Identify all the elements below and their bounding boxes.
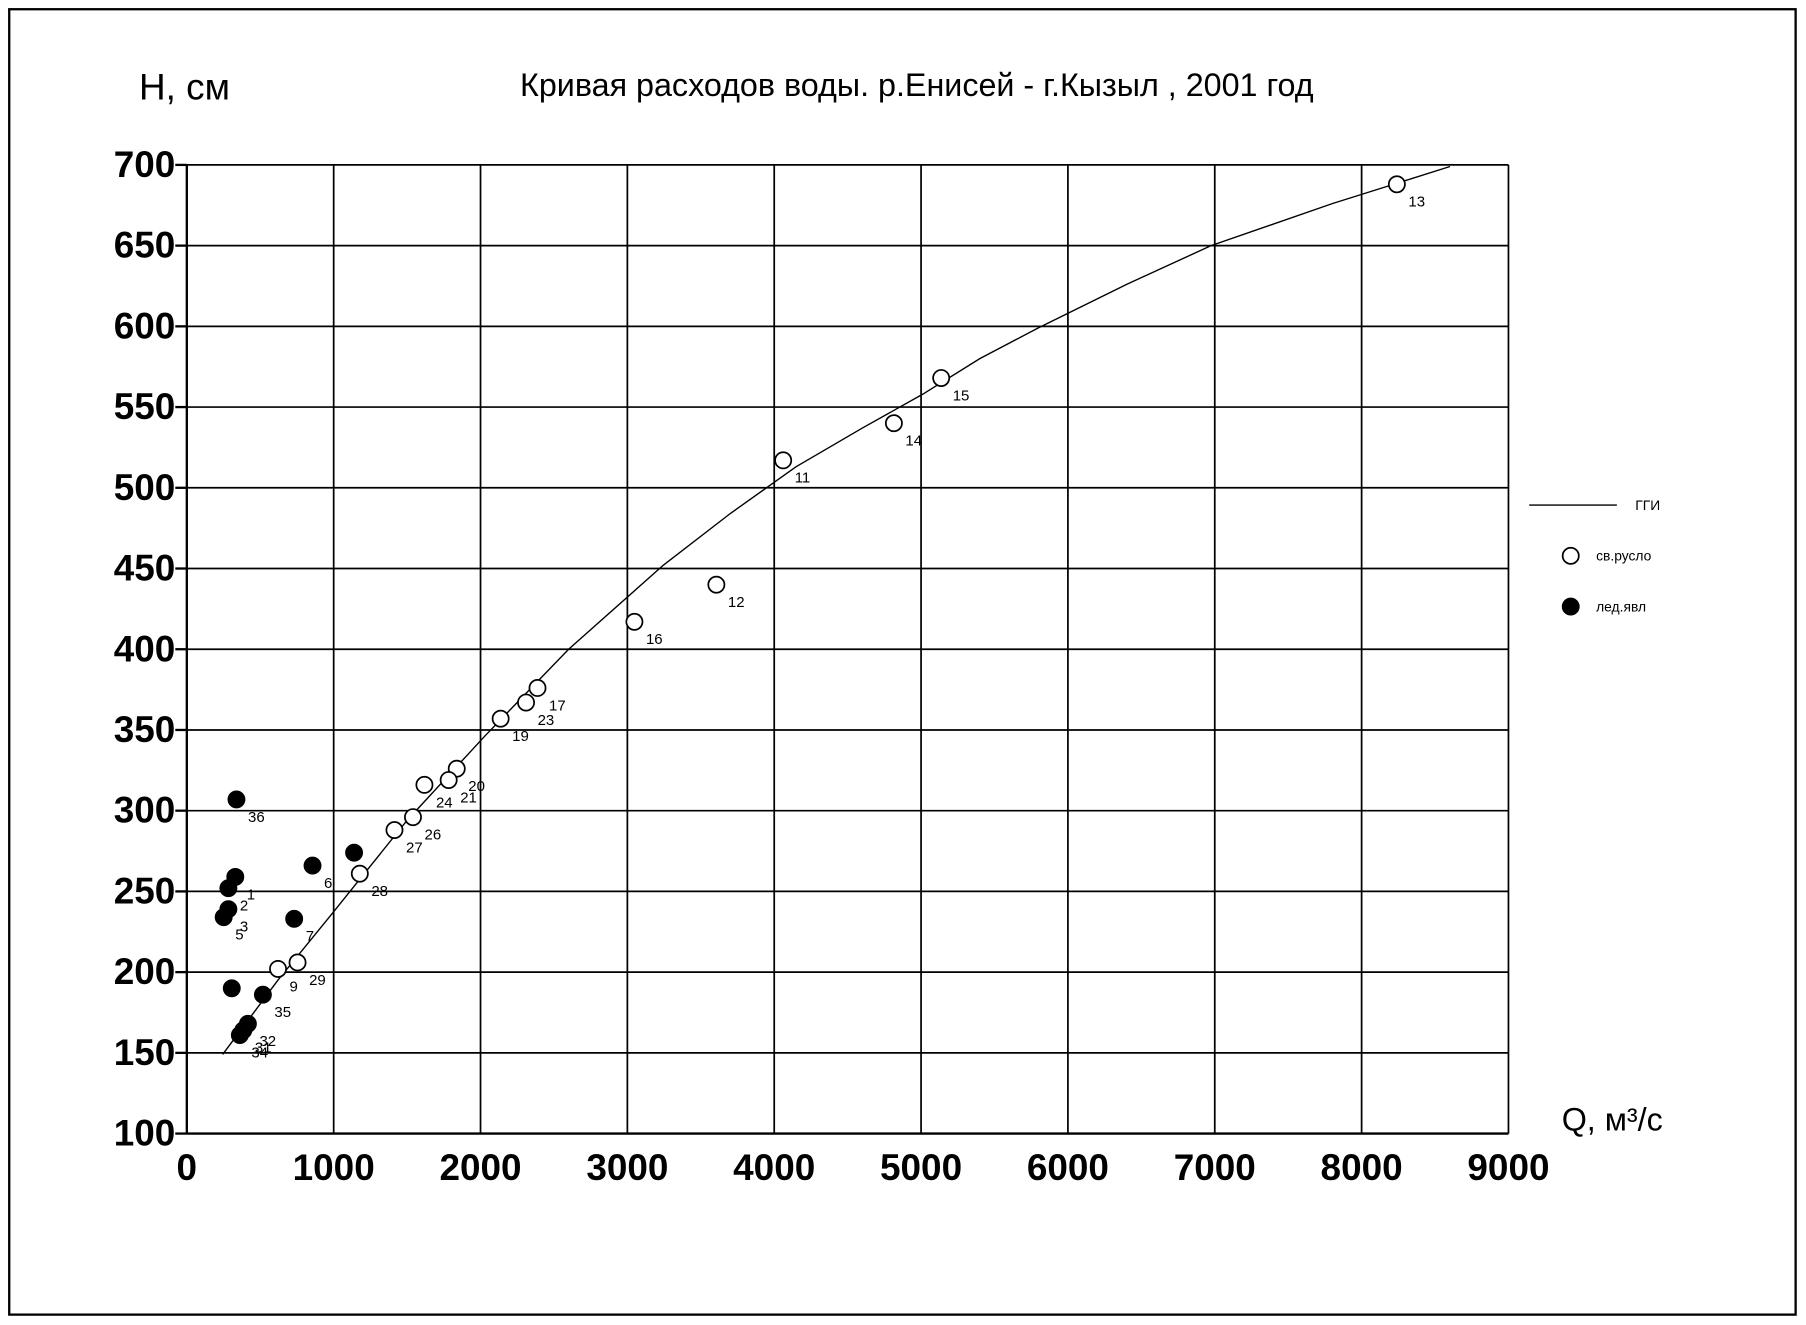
- data-point: [345, 843, 364, 862]
- point-label: 5: [235, 927, 243, 944]
- data-point: [219, 879, 238, 898]
- point-label: 34: [251, 1044, 268, 1061]
- point-label: 13: [1408, 194, 1425, 211]
- y-tick-label: 350: [114, 709, 176, 750]
- x-tick-label: 5000: [880, 1147, 962, 1188]
- legend-label: лед.явл: [1596, 598, 1646, 614]
- point-label: 1: [247, 886, 255, 903]
- point-label: 21: [460, 789, 477, 806]
- data-point: [491, 709, 510, 728]
- x-tick-label: 8000: [1321, 1147, 1403, 1188]
- x-tick-label: 4000: [733, 1147, 815, 1188]
- chart-title: Кривая расходов воды. р.Енисей - г.Кызыл…: [520, 67, 1314, 103]
- point-label: 23: [538, 712, 555, 729]
- x-tick-label: 1000: [293, 1147, 375, 1188]
- y-tick-label: 500: [114, 467, 176, 508]
- point-label: 9: [290, 978, 298, 995]
- point-label: 11: [795, 470, 811, 487]
- point-label: 17: [549, 697, 566, 714]
- point-label: 14: [905, 433, 922, 450]
- fit-curve: [222, 165, 1451, 1055]
- data-point: [404, 808, 422, 827]
- point-label: 24: [436, 794, 453, 811]
- data-point: [625, 612, 644, 631]
- y-axis-label: H, см: [139, 67, 230, 108]
- data-point: [222, 979, 241, 998]
- legend-label: св.русло: [1596, 548, 1652, 564]
- point-label: 31: [255, 1040, 272, 1057]
- data-point: [439, 771, 458, 789]
- point-label: 2: [240, 898, 248, 915]
- data-point: [350, 864, 369, 883]
- y-tick-label: 100: [114, 1113, 176, 1154]
- data-point: [415, 775, 434, 794]
- data-point: [517, 693, 535, 712]
- y-tick-label: 700: [114, 144, 176, 185]
- point-label: 16: [646, 631, 663, 648]
- data-point: [884, 414, 903, 433]
- point-label: 27: [406, 839, 423, 856]
- point-label: 36: [248, 809, 265, 826]
- x-tick-label: 6000: [1027, 1147, 1109, 1188]
- y-tick-label: 650: [114, 225, 176, 266]
- y-tick-label: 300: [114, 790, 176, 831]
- data-point: [932, 369, 951, 387]
- y-tick-label: 550: [114, 386, 176, 427]
- y-tick-label: 450: [114, 548, 176, 589]
- x-tick-label: 9000: [1467, 1147, 1549, 1188]
- point-label: 7: [306, 928, 314, 945]
- y-tick-label: 250: [114, 870, 176, 911]
- x-tick-label: 0: [177, 1147, 198, 1188]
- data-point: [303, 856, 322, 875]
- data-point: [288, 953, 307, 972]
- x-tick-label: 2000: [439, 1147, 521, 1188]
- point-label: 28: [371, 883, 388, 900]
- point-label: 35: [274, 1004, 291, 1021]
- data-point: [707, 575, 726, 594]
- y-tick-label: 400: [114, 628, 176, 669]
- point-label: 12: [728, 594, 745, 611]
- y-tick-label: 150: [114, 1032, 176, 1073]
- data-point: [774, 451, 793, 470]
- frame: [8, 8, 1797, 1316]
- data-point: [269, 959, 287, 978]
- point-label: 29: [309, 972, 326, 989]
- legend-swatch: [1561, 597, 1580, 616]
- point-label: 15: [953, 387, 970, 404]
- legend-label: ГГИ: [1635, 497, 1660, 513]
- data-point: [253, 985, 272, 1004]
- data-point: [227, 790, 246, 809]
- x-tick-label: 7000: [1174, 1147, 1256, 1188]
- point-label: 3: [240, 919, 248, 936]
- x-axis-label: Q, м³/с: [1562, 1102, 1663, 1138]
- data-point: [285, 909, 304, 928]
- data-point: [528, 679, 547, 697]
- point-label: 19: [512, 728, 529, 745]
- data-point: [214, 908, 233, 927]
- x-tick-label: 3000: [586, 1147, 668, 1188]
- point-label: 6: [324, 875, 332, 892]
- y-tick-label: 200: [114, 951, 176, 992]
- point-label: 32: [259, 1033, 276, 1050]
- data-point: [230, 1026, 249, 1045]
- legend-swatch: [1561, 546, 1580, 565]
- point-label: 20: [468, 778, 485, 795]
- data-point: [1387, 175, 1406, 194]
- y-tick-label: 600: [114, 305, 176, 346]
- point-label: 26: [425, 827, 442, 844]
- data-point: [385, 821, 404, 839]
